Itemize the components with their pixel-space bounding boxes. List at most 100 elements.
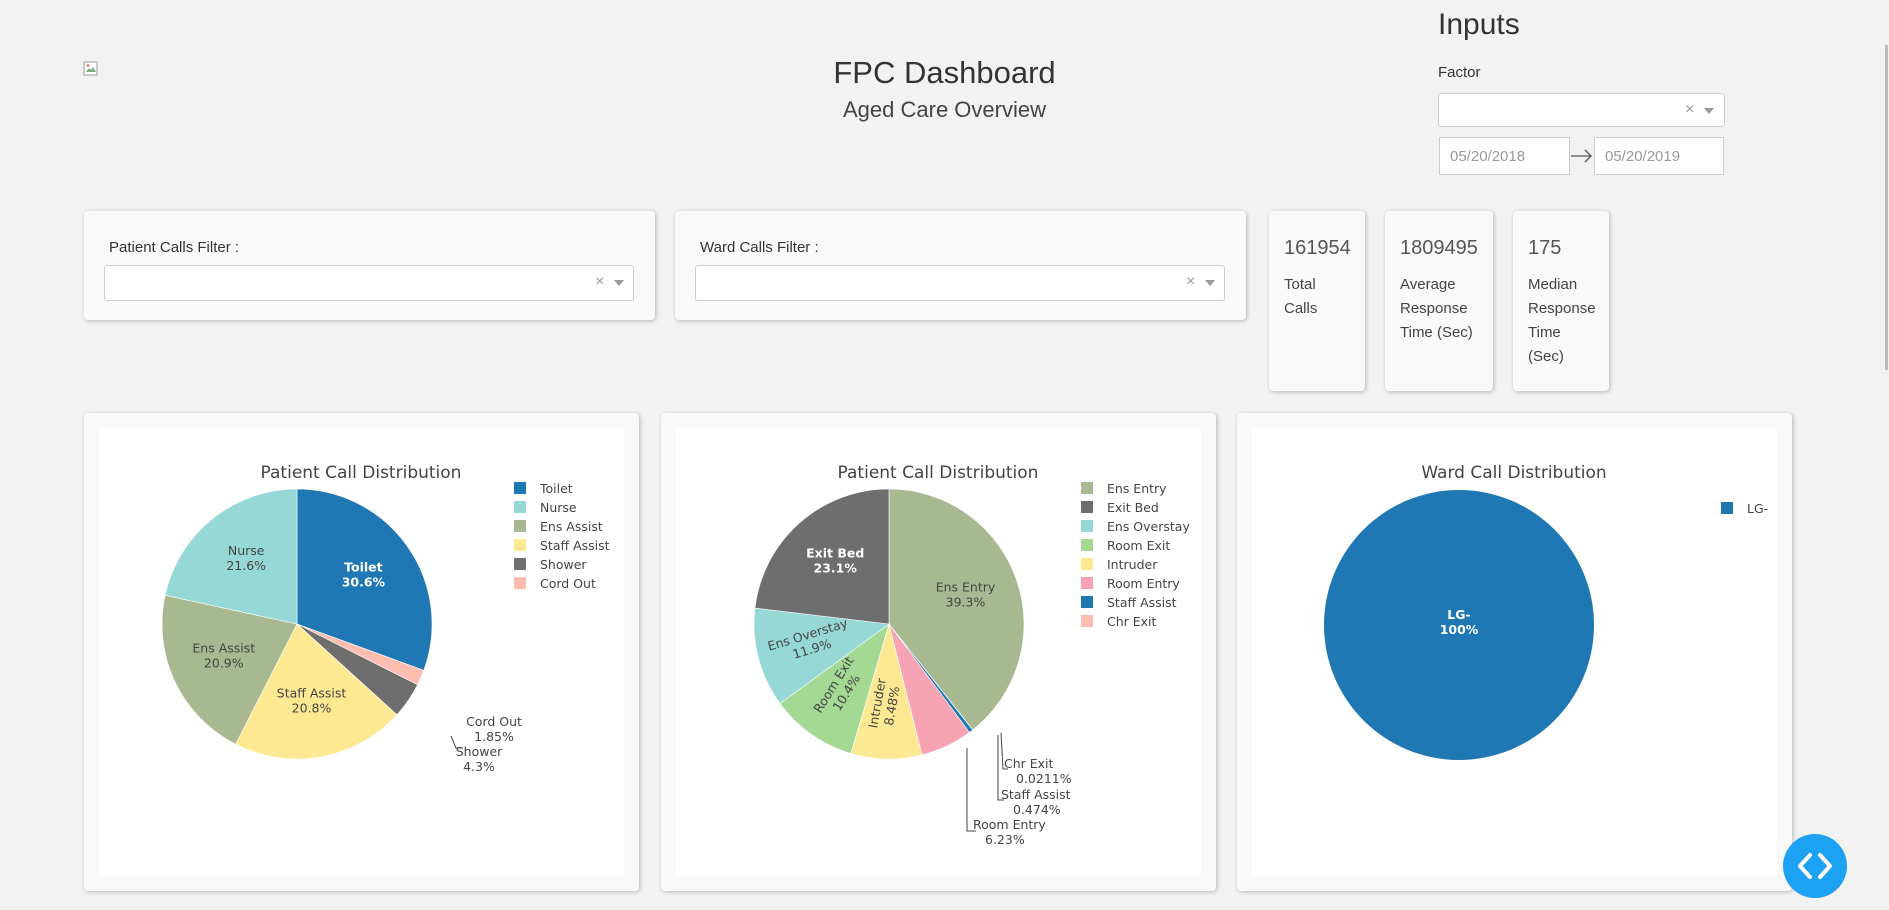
patient-calls-select[interactable]: × [104,265,634,301]
ward-calls-filter-label: Ward Calls Filter : [700,239,819,256]
kpi-average-response-time: 1809495 Average Response Time (Sec) [1385,211,1493,391]
svg-text:Toilet: Toilet [344,560,383,575]
chart-legend: Toilet Nurse Ens Assist Staff Assist Shower C… [514,481,610,591]
legend-item-staff-assist[interactable]: Staff Assist [1081,595,1177,610]
patient-calls-filter-card: Patient Calls Filter : × [84,211,655,320]
pie-slice-room-exit[interactable] [779,623,890,754]
legend-label: Staff Assist [1107,595,1177,610]
factor-select[interactable]: × [1438,93,1725,127]
legend-label: Staff Assist [540,538,610,553]
legend-item-intruder[interactable]: Intruder [1081,557,1158,572]
pie-slice-lg[interactable] [1324,490,1594,760]
chart-legend: Ens Entry Exit Bed Ens Overstay Room Exit In… [1081,481,1190,629]
svg-text:Nurse: Nurse [228,543,265,558]
code-icon [1798,853,1832,879]
legend-label: Chr Exit [1107,614,1157,629]
clear-icon[interactable]: × [1186,273,1196,290]
pie-slice-staff-assist[interactable] [235,623,398,760]
chart-card-3: Ward Call Distribution LG- 100% LG- [1237,413,1792,891]
legend-swatch [1081,501,1093,513]
legend-item-nurse[interactable]: Nurse [514,500,577,515]
legend-label: Intruder [1107,557,1158,572]
patient-call-distribution-chart-2: Patient Call Distribution Ens Entry 39.3% C… [753,463,1190,847]
legend-item-room-exit[interactable]: Room Exit [1081,538,1170,553]
legend-swatch [1081,539,1093,551]
legend-label: Exit Bed [1107,500,1159,515]
ward-calls-filter-card: Ward Calls Filter : × [675,211,1246,320]
pie-slice-toilet[interactable] [296,488,433,671]
end-date-input[interactable]: 05/20/2019 [1594,137,1724,175]
pie [753,488,1025,760]
legend-item-ens-entry[interactable]: Ens Entry [1081,481,1167,496]
legend-item-shower[interactable]: Shower [514,557,587,572]
leader-line [997,735,1004,801]
legend-item-ens-overstay[interactable]: Ens Overstay [1081,519,1190,534]
legend-label: Cord Out [540,576,596,591]
chart-card-1: Patient Call Distribution Toilet 30.6% Cord… [84,413,639,891]
svg-text:Shower: Shower [456,744,503,759]
kpi-value: 161954 [1284,237,1351,259]
legend-label: LG- [1747,501,1768,516]
svg-text:Staff Assist: Staff Assist [1001,787,1071,802]
chevron-down-icon[interactable] [1205,280,1215,286]
chevron-down-icon[interactable] [1704,108,1714,114]
clear-icon[interactable]: × [1685,101,1695,118]
legend-swatch [1081,577,1093,589]
inputs-heading: Inputs [1438,8,1520,41]
code-toggle-button[interactable] [1783,834,1847,898]
svg-text:0.0211%: 0.0211% [1016,771,1072,786]
kpi-label: Average Response Time (Sec) [1400,276,1473,341]
svg-text:LG-: LG- [1447,607,1470,622]
svg-text:6.23%: 6.23% [985,832,1025,847]
legend-item-chr-exit[interactable]: Chr Exit [1081,614,1157,629]
legend-label: Room Entry [1107,576,1180,591]
pie-slice-ens-overstay[interactable] [753,607,890,704]
kpi-label: Median Response Time (Sec) [1528,276,1596,365]
legend-label: Shower [540,557,587,572]
pie-slice-ens-entry[interactable] [888,488,1025,731]
svg-text:Chr Exit: Chr Exit [1004,756,1054,771]
legend-item-ens-assist[interactable]: Ens Assist [514,519,603,534]
leader-line [450,735,463,749]
start-date-input[interactable]: 05/20/2018 [1439,137,1570,175]
svg-text:30.6%: 30.6% [342,575,386,590]
legend-swatch [1081,615,1093,627]
page-header: FPC Dashboard Aged Care Overview [0,55,1889,123]
legend-item-room-entry[interactable]: Room Entry [1081,576,1180,591]
chart-title: Patient Call Distribution [838,463,1039,483]
factor-label: Factor [1438,64,1481,81]
legend-label: Ens Overstay [1107,519,1190,534]
pie [1324,490,1594,760]
pie [161,488,433,760]
kpi-value: 1809495 [1400,237,1478,259]
svg-text:Room Entry: Room Entry [973,817,1046,832]
svg-text:39.3%: 39.3% [946,594,986,609]
pie-slice-ens-assist[interactable] [161,594,298,745]
scrollbar[interactable] [1885,45,1888,370]
chevron-down-icon[interactable] [614,280,624,286]
legend-item-cord-out[interactable]: Cord Out [514,576,596,591]
ward-calls-select[interactable]: × [695,265,1225,301]
legend-label: Nurse [540,500,577,515]
pie-slice-nurse[interactable] [164,488,298,625]
clear-icon[interactable]: × [595,273,605,290]
chart-card-2: Patient Call Distribution Ens Entry 39.3% C… [661,413,1216,891]
kpi-median-response-time: 175 Median Response Time (Sec) [1513,211,1609,391]
legend-item-lg[interactable]: LG- [1721,501,1768,516]
legend-item-toilet[interactable]: Toilet [514,481,573,496]
svg-text:Staff Assist: Staff Assist [277,686,347,701]
legend-item-staff-assist[interactable]: Staff Assist [514,538,610,553]
legend-label: Toilet [539,481,573,496]
svg-text:20.9%: 20.9% [204,656,244,671]
pie-slice-exit-bed[interactable] [754,488,890,625]
page-subtitle: Aged Care Overview [843,97,1046,122]
legend-item-exit-bed[interactable]: Exit Bed [1081,500,1159,515]
